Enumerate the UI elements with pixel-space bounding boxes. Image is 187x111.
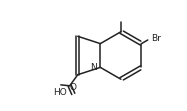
Text: N: N (90, 63, 97, 72)
Text: Br: Br (151, 34, 161, 43)
Text: O: O (70, 83, 77, 92)
Text: HO: HO (53, 88, 67, 97)
